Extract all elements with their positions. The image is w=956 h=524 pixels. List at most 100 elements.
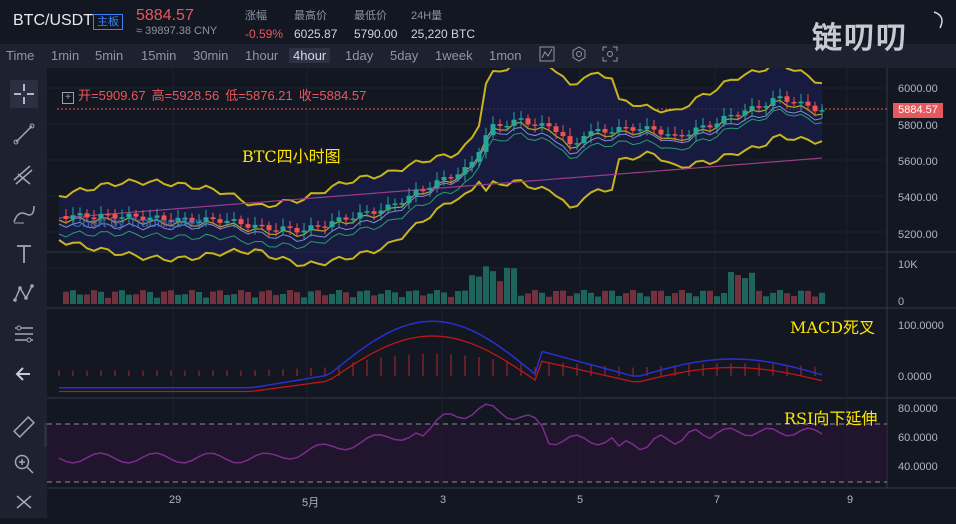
candle-body <box>686 134 692 137</box>
tf-5day[interactable]: 5day <box>390 48 419 63</box>
tf-15min[interactable]: 15min <box>141 48 177 63</box>
candle <box>105 208 111 221</box>
candle-body <box>217 219 223 223</box>
candle <box>539 115 545 132</box>
pitchfork-icon[interactable] <box>10 160 38 188</box>
date-tick: 9 <box>847 494 854 506</box>
candle <box>721 107 727 127</box>
candle <box>273 223 279 237</box>
trendline-icon[interactable] <box>10 120 38 148</box>
candle-body <box>413 189 419 196</box>
candle <box>112 208 118 226</box>
candle <box>644 118 650 136</box>
volume-bar <box>469 275 475 304</box>
candle-body <box>462 167 468 175</box>
tf-1hour[interactable]: 1hour <box>245 48 279 63</box>
candle <box>616 119 622 137</box>
tf-5min[interactable]: 5min <box>95 48 124 63</box>
price-chart[interactable] <box>47 68 956 518</box>
tf-1min[interactable]: 1min <box>51 48 80 63</box>
candle-body <box>658 129 664 135</box>
candle-body <box>553 126 559 133</box>
candle <box>224 213 230 227</box>
candle <box>406 188 412 209</box>
candle <box>560 125 566 140</box>
tf-1mon[interactable]: 1mon <box>489 48 522 63</box>
volume-bar <box>623 293 629 304</box>
candle-body <box>546 123 552 127</box>
volume-bar <box>77 294 83 304</box>
candle <box>623 119 629 135</box>
volume-bar <box>399 297 405 304</box>
rsi-band <box>47 424 887 482</box>
candle <box>140 210 146 227</box>
change-label: 涨幅 <box>245 10 267 22</box>
candle <box>98 206 104 223</box>
candle-body <box>350 218 356 221</box>
candle-body <box>714 123 720 128</box>
volume-bar <box>651 290 657 304</box>
volume-bar <box>518 295 524 304</box>
tf-1week[interactable]: 1week <box>435 48 473 63</box>
candle <box>84 209 90 222</box>
back-arrow-icon[interactable] <box>10 360 38 388</box>
volume-bar <box>665 296 671 304</box>
ruler-icon[interactable] <box>10 413 38 441</box>
candle <box>574 137 580 150</box>
screenshot-icon[interactable] <box>600 46 620 66</box>
candle-body <box>273 230 279 232</box>
timeframe-toolbar: Time 1min 5min 15min 30min 1hour 4hour 1… <box>0 44 956 68</box>
candle <box>371 207 377 221</box>
candle <box>189 213 195 226</box>
candle-body <box>665 134 671 136</box>
pair-name[interactable]: BTC/USDT <box>13 12 93 29</box>
candle-body <box>133 213 139 217</box>
price-tick: 5800.00 <box>898 120 938 132</box>
crosshair-icon[interactable] <box>10 80 38 108</box>
candle-body <box>434 180 440 188</box>
high-label: 最高价 <box>294 10 327 22</box>
candle-body <box>154 215 160 218</box>
candle-body <box>637 129 643 131</box>
candle <box>525 114 531 128</box>
tf-4hour[interactable]: 4hour <box>289 48 331 63</box>
tf-time[interactable]: Time <box>6 48 35 63</box>
candle-body <box>364 211 370 213</box>
magnet-icon[interactable] <box>10 488 38 516</box>
fib-retracement-icon[interactable] <box>10 320 38 348</box>
candle <box>70 207 76 226</box>
candle <box>336 210 342 228</box>
candle <box>714 117 720 134</box>
tf-1day[interactable]: 1day <box>345 48 374 63</box>
expand-legend-icon[interactable]: + <box>62 92 74 104</box>
candle <box>504 120 510 132</box>
candle <box>707 120 713 134</box>
candle <box>427 181 433 197</box>
candle <box>763 102 769 115</box>
candle-body <box>63 216 69 219</box>
candle <box>805 94 811 112</box>
volume-bar <box>588 292 594 304</box>
ohlc-high: 高=5928.56 <box>151 88 220 103</box>
zoom-in-icon[interactable] <box>10 450 38 478</box>
volume-bar <box>112 291 118 304</box>
volume-bar <box>707 290 713 304</box>
volume-bar <box>280 293 286 304</box>
candle-body <box>756 106 762 108</box>
volume-bar <box>511 268 517 304</box>
cny-price: ≈ 39897.38 CNY <box>136 25 218 37</box>
brush-icon[interactable] <box>10 200 38 228</box>
candle <box>455 167 461 182</box>
tf-30min[interactable]: 30min <box>193 48 229 63</box>
volume-bar <box>315 290 321 304</box>
pattern-icon[interactable] <box>10 280 38 308</box>
candle-body <box>581 135 587 144</box>
ma-line <box>58 105 823 242</box>
candle-body <box>308 225 314 231</box>
settings-icon[interactable] <box>569 46 589 66</box>
text-tool-icon[interactable] <box>10 240 38 268</box>
candle-body <box>252 224 258 228</box>
candle-body <box>511 119 517 126</box>
volume-bar <box>735 275 741 304</box>
indicator-icon[interactable] <box>537 46 557 66</box>
